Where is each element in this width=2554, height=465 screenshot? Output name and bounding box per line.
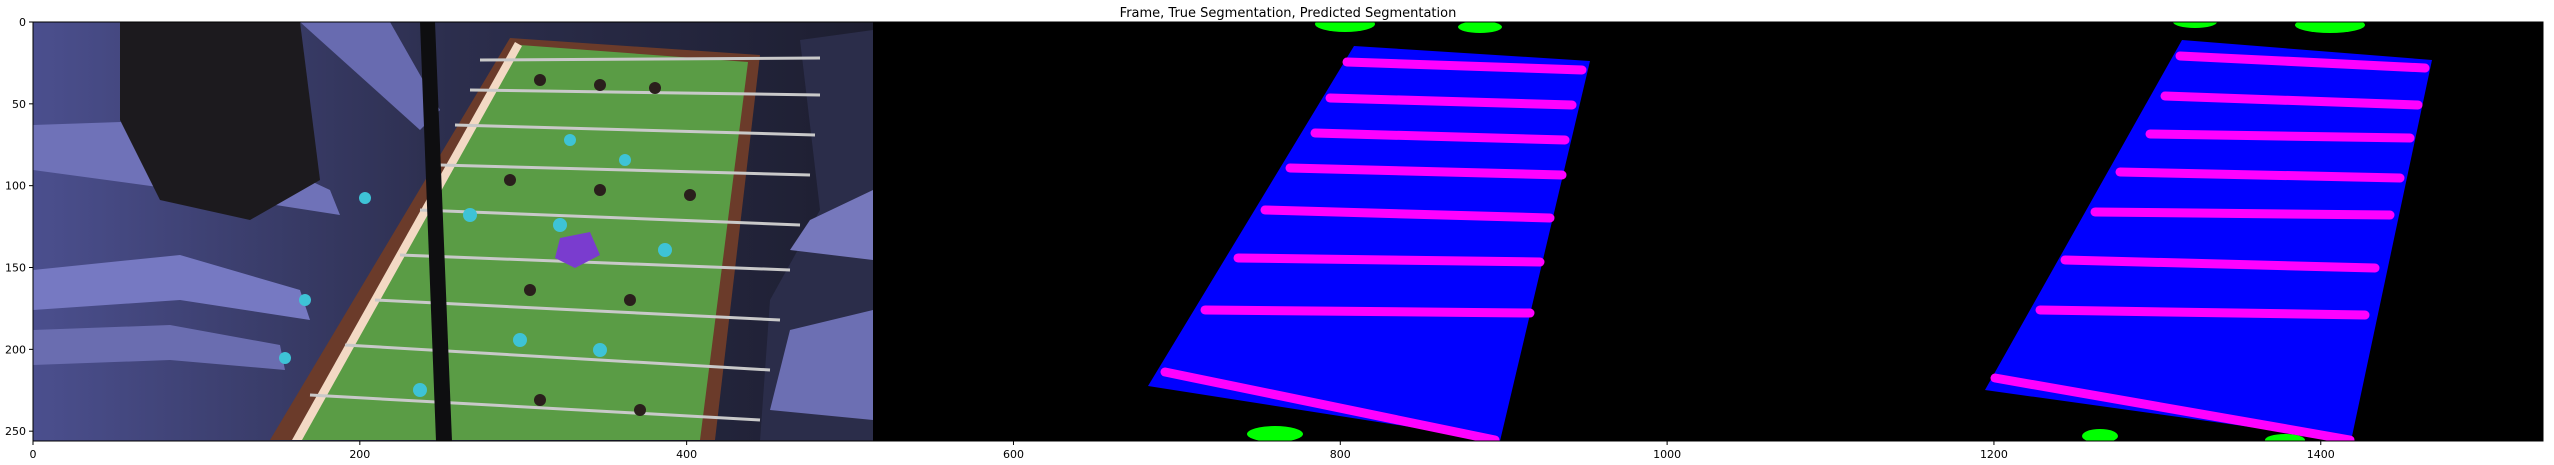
x-tick-label: 1200 — [1980, 448, 2008, 461]
true-segmentation-panel — [1148, 22, 1590, 441]
x-tick-label: 200 — [349, 448, 370, 461]
y-tick-label: 200 — [5, 343, 26, 356]
y-axis: 0 50 100 150 200 250 — [5, 16, 33, 438]
x-tick-label: 0 — [30, 448, 37, 461]
x-tick-label: 1000 — [1653, 448, 1681, 461]
x-tick-label: 400 — [676, 448, 697, 461]
ball-segment-predicted — [2173, 22, 2217, 28]
ball-segment-true — [1315, 22, 1375, 32]
frame-panel — [33, 22, 873, 441]
y-tick-label: 250 — [5, 425, 26, 438]
y-tick-label: 50 — [12, 98, 26, 111]
table-segment-true — [1148, 46, 1590, 441]
x-tick-label: 600 — [1003, 448, 1024, 461]
y-tick-label: 150 — [5, 262, 26, 275]
predicted-segmentation-panel — [1985, 22, 2432, 441]
x-tick-label: 800 — [1330, 448, 1351, 461]
figure-title: Frame, True Segmentation, Predicted Segm… — [1120, 6, 1457, 21]
y-tick-label: 0 — [19, 16, 26, 29]
axes-frame — [32, 21, 2544, 442]
x-axis: 0 200 400 600 800 1000 1200 1400 — [30, 441, 2335, 461]
x-tick-label: 1400 — [2307, 448, 2335, 461]
image-axes — [33, 22, 2543, 441]
y-tick-label: 100 — [5, 180, 26, 193]
